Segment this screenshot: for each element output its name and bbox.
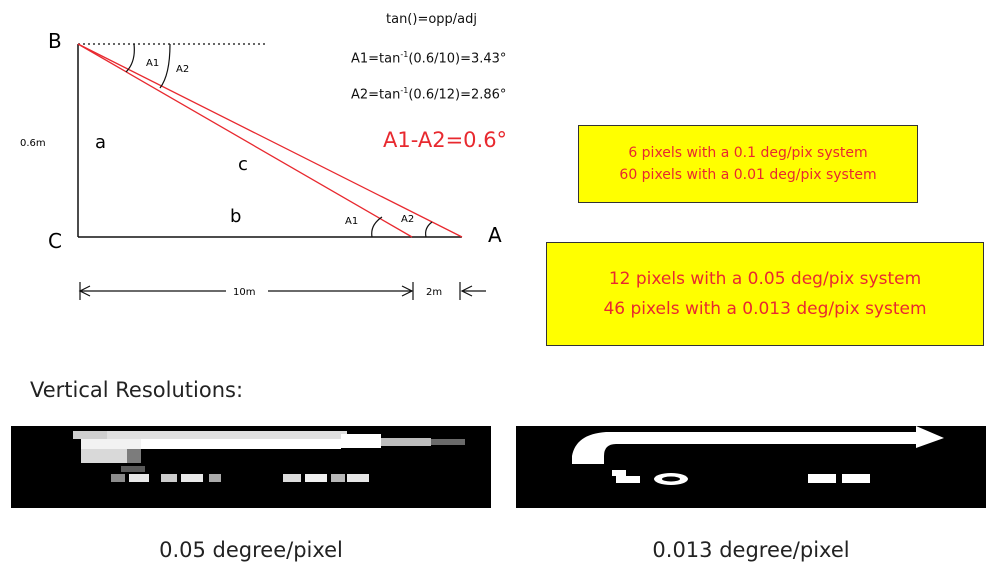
side-a-label: a [95, 132, 106, 153]
pixel-count-box-large: 12 pixels with a 0.05 deg/pix system 46 … [546, 242, 984, 346]
a2-formula: A2=tan-1(0.6/12)=2.86° [351, 86, 506, 102]
side-c-label: c [238, 154, 248, 175]
arrow-right-icon [401, 285, 414, 297]
a1-inverse-superscript: -1 [400, 50, 409, 59]
angle-a1-arc-bottom [371, 216, 383, 238]
section-title: Vertical Resolutions: [30, 378, 244, 402]
a2-inverse-superscript: -1 [400, 86, 409, 95]
hypotenuse-long [77, 43, 463, 238]
a1-formula-suffix: (0.6/10)=3.43° [408, 51, 507, 67]
a2-formula-suffix: (0.6/12)=2.86° [408, 87, 507, 103]
arrow-2m-icon [460, 285, 473, 297]
angle-a2-arc-bottom [425, 221, 433, 238]
a1-formula: A1=tan-1(0.6/10)=3.43° [351, 50, 506, 66]
angle-a1-top-label: A1 [146, 58, 159, 69]
angle-a2-bottom-label: A2 [401, 214, 414, 225]
dim-10m-label: 10m [233, 287, 255, 298]
box-small-line-1: 6 pixels with a 0.1 deg/pix system [628, 145, 868, 161]
angle-difference: A1-A2=0.6° [383, 128, 508, 152]
side-b-label: b [230, 206, 241, 227]
a2-formula-prefix: A2=tan [351, 87, 401, 103]
pixelated-arrow-graphic [73, 431, 465, 482]
pixel-count-box-small: 6 pixels with a 0.1 deg/pix system 60 pi… [578, 125, 918, 203]
vertex-b-label: B [48, 29, 62, 53]
high-resolution-caption: 0.013 degree/pixel [652, 538, 850, 562]
a1-formula-prefix: A1=tan [351, 51, 401, 67]
hypotenuse-short [77, 43, 413, 238]
low-resolution-image [11, 426, 491, 508]
box-large-line-2: 46 pixels with a 0.013 deg/pix system [603, 299, 927, 319]
angle-a2-top-label: A2 [176, 64, 189, 75]
box-large-line-1: 12 pixels with a 0.05 deg/pix system [608, 269, 922, 289]
height-label: 0.6m [20, 138, 46, 149]
angle-a1-bottom-label: A1 [345, 216, 358, 227]
tan-definition: tan()=opp/adj [386, 12, 478, 27]
triangle-diagram: B C A a b c 0.6m A1 A2 A1 A2 10m 2m [20, 29, 502, 300]
smooth-arrow-graphic [572, 426, 944, 485]
vertex-c-label: C [48, 229, 62, 253]
vertex-a-label: A [488, 223, 502, 247]
high-resolution-image [516, 426, 986, 508]
dim-2m-label: 2m [426, 287, 442, 298]
angle-a1-arc-top [125, 43, 135, 73]
box-small-line-2: 60 pixels with a 0.01 deg/pix system [619, 167, 877, 183]
arrow-left-icon [78, 285, 91, 297]
low-resolution-caption: 0.05 degree/pixel [159, 538, 343, 562]
angle-a2-arc-top [159, 43, 171, 89]
